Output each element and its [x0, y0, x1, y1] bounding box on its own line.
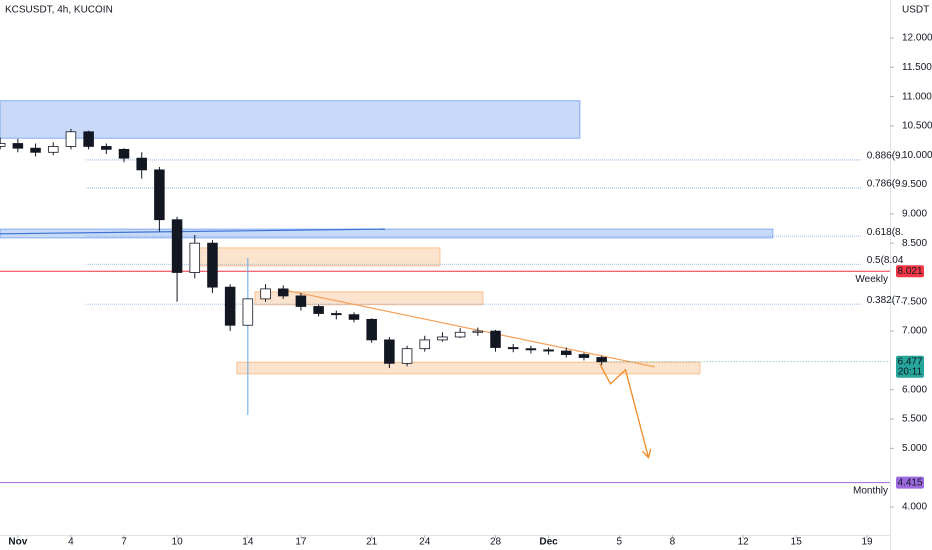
- level-price-box: [896, 265, 924, 278]
- current-price: 6.477: [897, 356, 922, 367]
- zone: [0, 228, 774, 239]
- x-tick-label: 10: [172, 537, 184, 548]
- candle-body: [30, 147, 41, 153]
- candle-body: [419, 339, 431, 350]
- projection-arrowhead: [641, 448, 652, 460]
- candle-body: [525, 348, 537, 351]
- x-tick-label: 24: [419, 537, 431, 548]
- level-name: Weekly: [855, 274, 888, 285]
- current-price-box: [896, 355, 924, 378]
- zone: [236, 361, 701, 375]
- x-tick-label: 4: [68, 537, 74, 548]
- candle-body: [136, 157, 147, 171]
- candle-body: [331, 313, 342, 316]
- y-tick-label: 11.000: [902, 91, 932, 102]
- x-tick-label: 8: [670, 537, 676, 548]
- fib-label: 0.886(9.: [867, 151, 904, 162]
- candle-body: [348, 314, 360, 320]
- candle-body: [366, 318, 377, 341]
- candle-body: [101, 146, 112, 150]
- fib-label: 0.618(8.: [867, 227, 904, 238]
- candle-body: [384, 339, 395, 364]
- candle-body: [490, 330, 501, 348]
- y-tick-label: 7.500: [902, 296, 927, 307]
- candle-body: [47, 146, 59, 153]
- candle-body: [118, 148, 130, 159]
- candle-body: [437, 336, 448, 341]
- zone: [194, 247, 441, 267]
- y-tick-label: 5.000: [902, 443, 927, 454]
- x-tick-label: 12: [738, 537, 750, 548]
- x-tick-label: Dec: [539, 537, 558, 548]
- y-tick-label: 8.500: [902, 238, 927, 249]
- y-tick-label: 11.500: [902, 62, 932, 73]
- candle-body: [578, 354, 590, 358]
- x-tick-label: 21: [366, 537, 378, 548]
- y-tick-label: 7.000: [902, 326, 927, 337]
- candle-body: [543, 349, 554, 352]
- y-tick-label: 6.000: [902, 384, 927, 395]
- candle-body: [83, 131, 94, 147]
- candle-body: [224, 286, 236, 326]
- y-tick-label: 4.000: [902, 502, 927, 513]
- candle-body: [260, 288, 271, 300]
- candle-body: [242, 298, 254, 326]
- x-tick-label: 17: [295, 537, 307, 548]
- x-tick-label: 15: [791, 537, 803, 548]
- x-tick-label: 7: [121, 537, 127, 548]
- x-tick-label: Nov: [8, 537, 27, 548]
- x-tick-label: 14: [242, 537, 254, 548]
- level-price-box: [896, 476, 924, 489]
- level-name: Monthly: [853, 485, 888, 496]
- y-tick-label: 9.500: [902, 179, 927, 190]
- candle-body: [472, 330, 484, 333]
- level-price: 8.021: [897, 266, 922, 277]
- candle-body: [65, 131, 77, 147]
- countdown: 20:11: [898, 366, 923, 377]
- y-tick-label: 5.500: [902, 414, 927, 425]
- x-tick-label: 28: [490, 537, 502, 548]
- candle-body: [207, 242, 218, 288]
- y-tick-label: 10.000: [902, 150, 932, 161]
- y-tick-label: 10.500: [902, 121, 932, 132]
- zone: [0, 100, 581, 139]
- candle-body: [561, 350, 572, 355]
- zone: [254, 291, 484, 306]
- candle-body: [313, 306, 324, 314]
- fib-label: 0.5(8.04: [867, 255, 904, 266]
- y-axis-label: USDT: [902, 5, 929, 16]
- y-tick-label: 9.000: [902, 208, 927, 219]
- candle-body: [154, 169, 165, 221]
- fib-label: 0.786(9.: [867, 179, 904, 190]
- trendline: [0, 228, 385, 235]
- x-tick-label: 19: [861, 537, 873, 548]
- y-tick-label: 12.000: [902, 33, 932, 44]
- fib-label: 0.382(7.: [867, 295, 904, 306]
- candle-body: [507, 347, 519, 350]
- candle-body: [596, 357, 607, 363]
- candle-body: [0, 143, 6, 147]
- trendline: [284, 289, 655, 368]
- x-tick-label: 5: [617, 537, 623, 548]
- candle-body: [12, 143, 24, 149]
- chart-title: KCSUSDT, 4h, KUCOIN: [5, 5, 113, 16]
- candle-body: [295, 295, 307, 307]
- projection-path: [599, 363, 650, 458]
- candle-body: [401, 348, 413, 364]
- level-price: 4.415: [897, 477, 922, 488]
- candle-body: [277, 288, 289, 297]
- candle-body: [454, 331, 466, 338]
- candle-body: [171, 219, 183, 273]
- candle-body: [189, 242, 201, 273]
